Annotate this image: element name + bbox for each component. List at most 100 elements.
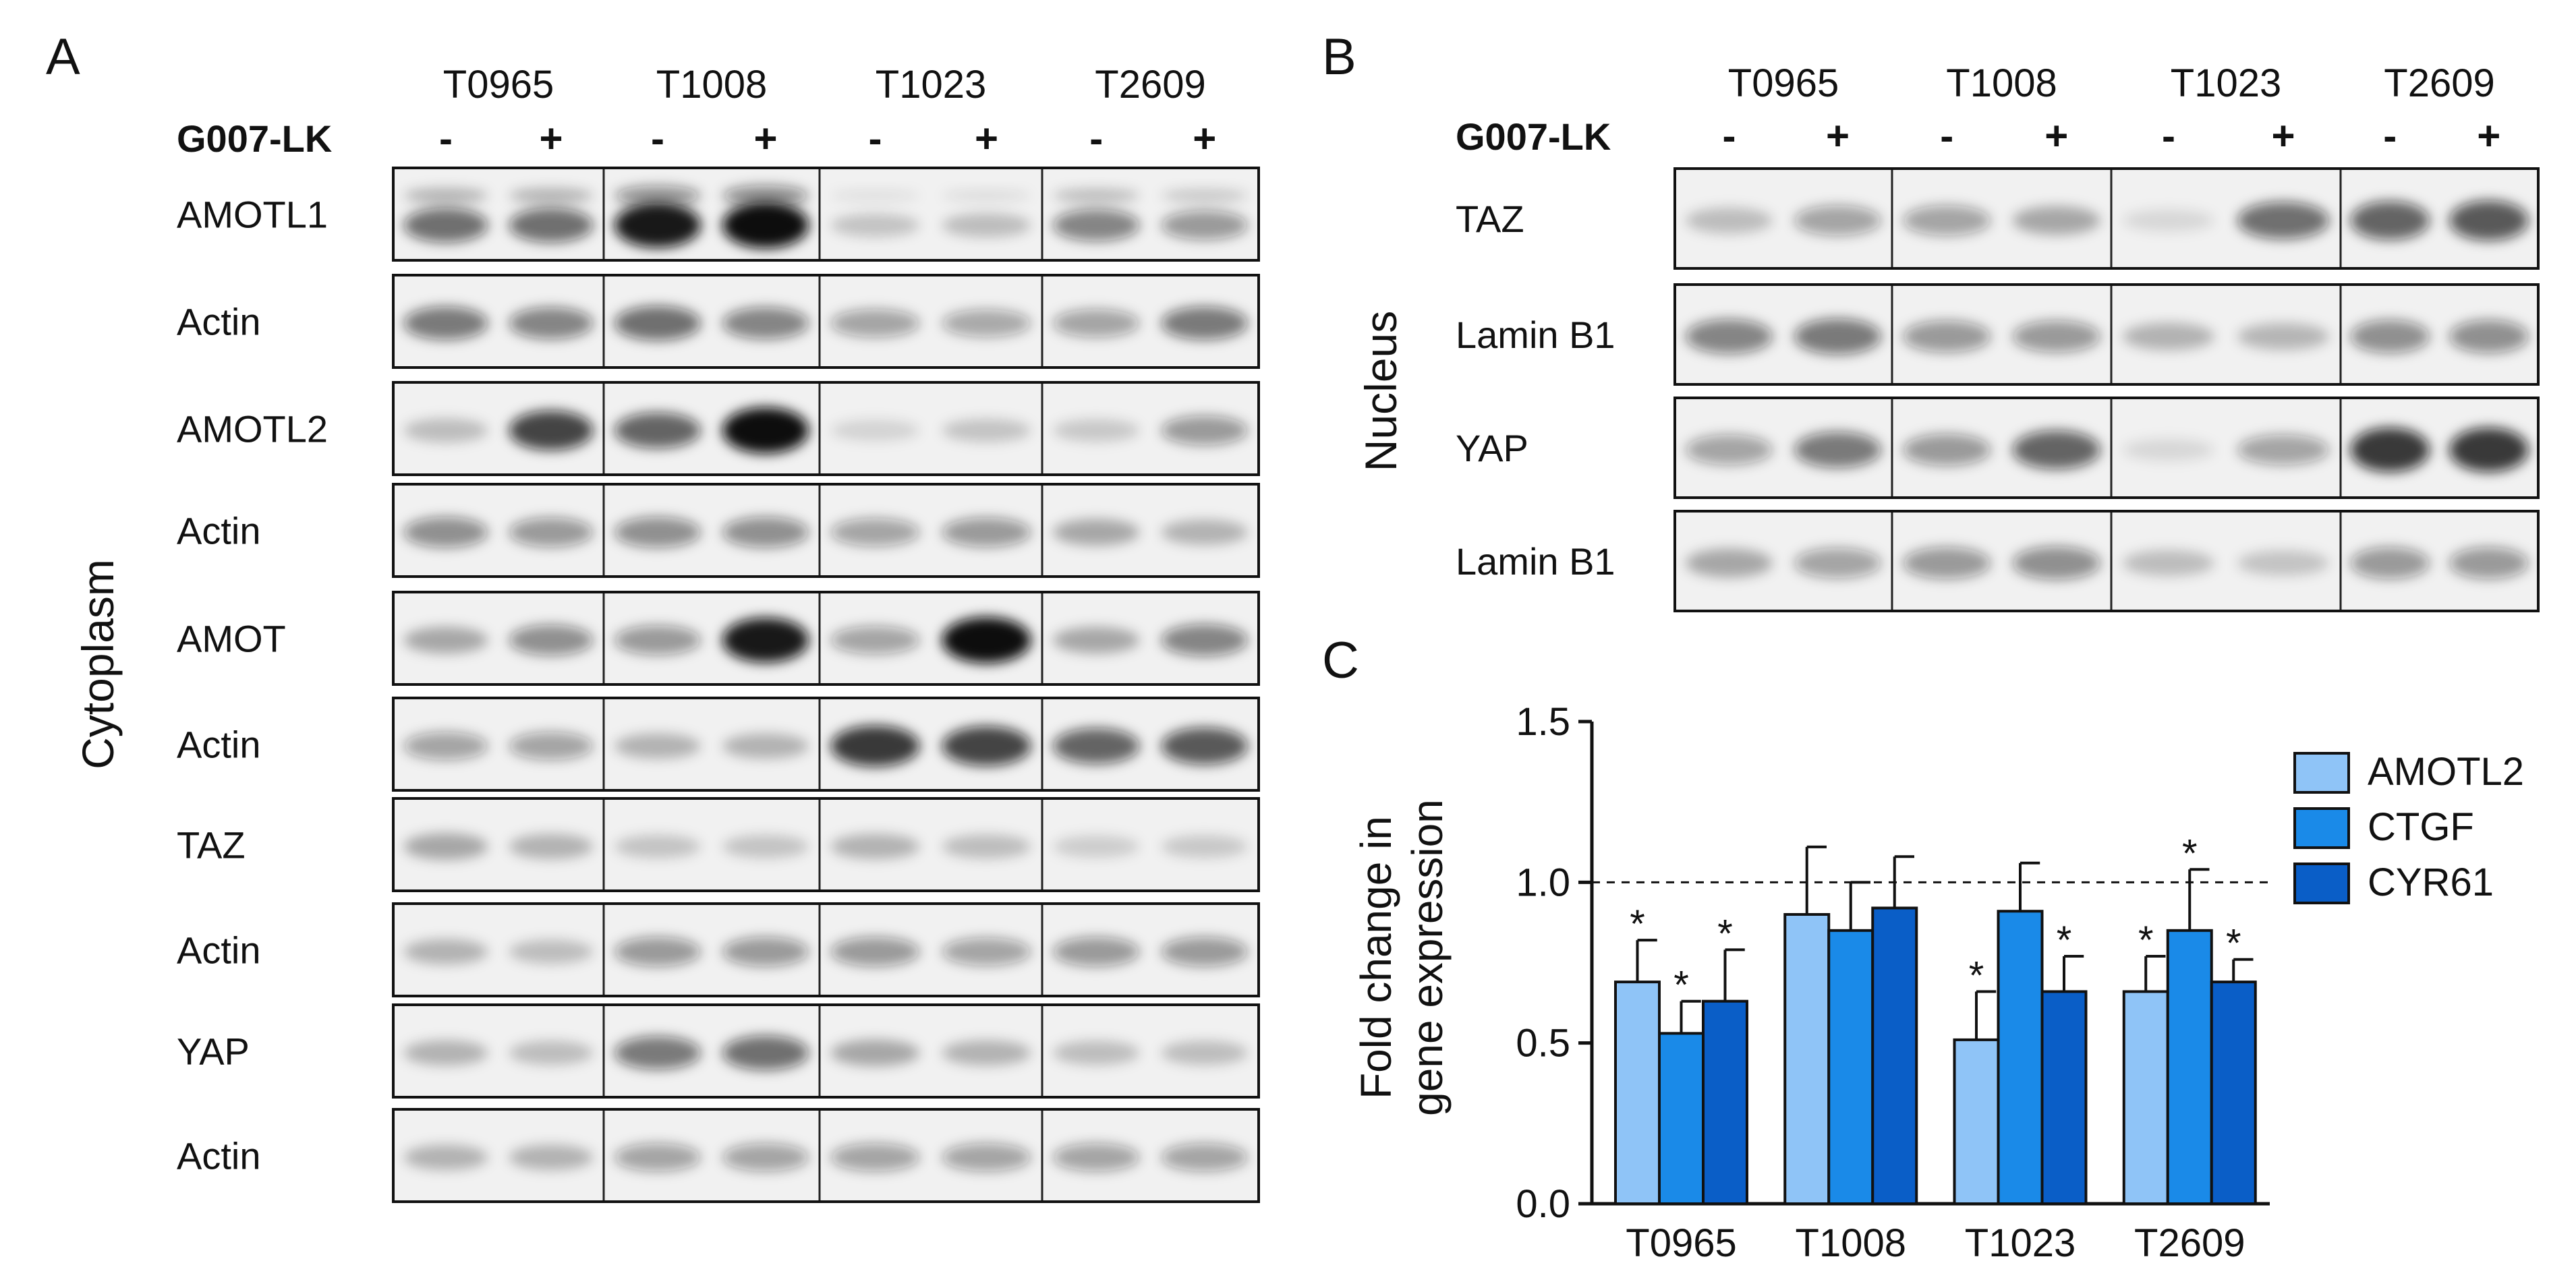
blot-band bbox=[509, 410, 594, 450]
blot-band bbox=[1686, 319, 1773, 354]
blot-band bbox=[509, 1144, 594, 1171]
blot-band bbox=[830, 213, 920, 237]
blot-band bbox=[1053, 209, 1140, 241]
blot-band bbox=[1053, 937, 1140, 967]
lane-control-marker: - bbox=[1089, 116, 1103, 161]
blot-band bbox=[722, 1143, 809, 1172]
blot-band bbox=[614, 937, 701, 967]
legend-label-cyr61: CYR61 bbox=[2368, 860, 2494, 904]
panel-a-sample-labels: T0965 T1008 T1023 T2609 bbox=[443, 63, 1206, 107]
blot-band bbox=[509, 732, 594, 761]
blot-band bbox=[1794, 432, 1881, 468]
blot-label: AMOTL1 bbox=[177, 194, 328, 236]
blot-band bbox=[2350, 547, 2430, 579]
bar-amotl2-t1023 bbox=[1953, 1038, 2000, 1206]
blot-band bbox=[2449, 547, 2529, 579]
blot-band bbox=[722, 937, 809, 967]
blot-label: Actin bbox=[177, 301, 261, 343]
blot-frame bbox=[1673, 397, 2540, 499]
blot-band bbox=[1903, 205, 1991, 236]
panel-a-blots: AMOTL1 Actin AMOTL2 Actin AMOT Actin TAZ Actin Y… bbox=[177, 167, 1260, 1203]
blot-band bbox=[722, 517, 809, 548]
lane-treated-marker: + bbox=[753, 116, 777, 161]
y-tick-label: 0.5 bbox=[1516, 1022, 1570, 1065]
blot-band bbox=[614, 202, 701, 248]
significance-star: * bbox=[1969, 954, 1984, 997]
blot-band bbox=[830, 190, 920, 201]
blot-band bbox=[403, 418, 488, 443]
blot-band bbox=[1161, 519, 1248, 546]
sample-label-T1023: T1023 bbox=[2171, 61, 2281, 105]
blot-band bbox=[1053, 1041, 1140, 1065]
blot-band bbox=[2237, 434, 2329, 465]
sample-label-T1008: T1008 bbox=[656, 63, 767, 107]
blot-band bbox=[1161, 937, 1248, 967]
significance-star: * bbox=[2138, 918, 2154, 962]
blot-row-yap: YAP bbox=[1456, 397, 2540, 499]
x-tick-label-T0965: T0965 bbox=[1626, 1221, 1736, 1265]
blot-frame bbox=[392, 167, 1260, 262]
y-axis-title-line-2: gene expression bbox=[1403, 799, 1452, 1116]
blot-band bbox=[2350, 320, 2430, 353]
blot-row-actin: Actin bbox=[177, 274, 1260, 369]
x-tick-label-T1008: T1008 bbox=[1796, 1221, 1906, 1265]
blot-label: YAP bbox=[177, 1030, 250, 1073]
blot-label: AMOT bbox=[177, 618, 286, 660]
blot-band bbox=[509, 834, 594, 860]
bar-ctgf-t1008 bbox=[1827, 929, 1874, 1206]
blot-band bbox=[403, 1144, 488, 1171]
blot-band bbox=[722, 617, 809, 663]
lane-control-marker: - bbox=[2162, 113, 2175, 158]
legend-swatch-amotl2 bbox=[2293, 752, 2350, 794]
blot-band bbox=[830, 725, 920, 767]
blot-band bbox=[722, 185, 809, 206]
blot-band bbox=[1161, 1143, 1248, 1172]
lane-control-marker: - bbox=[869, 116, 882, 161]
blot-band bbox=[2012, 206, 2100, 235]
blot-band bbox=[1903, 547, 1991, 579]
blot-band bbox=[403, 517, 488, 548]
significance-star: * bbox=[2182, 831, 2198, 875]
blot-band bbox=[2350, 428, 2430, 472]
bar-ctgf-t1023 bbox=[1997, 910, 2044, 1205]
blot-band bbox=[2012, 430, 2100, 469]
blot-label: AMOTL2 bbox=[177, 408, 328, 450]
lane-control-marker: - bbox=[1940, 113, 1953, 158]
lane-treated-marker: + bbox=[975, 116, 998, 161]
blot-band bbox=[1161, 210, 1248, 240]
blot-label: TAZ bbox=[1456, 198, 1524, 240]
blot-band bbox=[1053, 188, 1140, 203]
y-tick-label: 1.0 bbox=[1516, 860, 1570, 904]
y-tick-label: 1.5 bbox=[1516, 700, 1570, 744]
bar-cyr61-t1023 bbox=[2040, 990, 2088, 1206]
blot-band bbox=[1794, 318, 1881, 355]
panel-b-letter: B bbox=[1322, 28, 1356, 86]
blot-band bbox=[403, 306, 488, 340]
blot-label: YAP bbox=[1456, 427, 1528, 469]
bar-chart: 0.0 0.5 1.0 1.5 * * * T0965 T1008 * * T1023 * * * T2609 bbox=[1516, 700, 2270, 1265]
blot-band bbox=[942, 616, 1031, 664]
blot-row-amot: AMOT bbox=[177, 591, 1260, 686]
blot-row-actin: Actin bbox=[177, 1108, 1260, 1203]
blot-band bbox=[942, 190, 1031, 202]
blot-row-taz: TAZ bbox=[177, 797, 1260, 892]
blot-band bbox=[2449, 428, 2529, 472]
blot-band bbox=[1794, 548, 1881, 579]
legend-label-amotl2: AMOTL2 bbox=[2368, 750, 2524, 794]
blot-band bbox=[2237, 550, 2329, 576]
blot-band bbox=[2012, 320, 2100, 353]
y-tick-label: 0.0 bbox=[1516, 1182, 1570, 1226]
blot-band bbox=[830, 834, 920, 860]
blot-band bbox=[403, 833, 488, 860]
lane-control-marker: - bbox=[1723, 113, 1736, 158]
legend-swatch-ctgf bbox=[2293, 807, 2350, 849]
blot-band bbox=[1161, 415, 1248, 446]
blot-row-actin: Actin bbox=[177, 697, 1260, 792]
lane-control-marker: - bbox=[439, 116, 453, 161]
blot-row-lamin-b1: Lamin B1 bbox=[1456, 510, 2540, 612]
bar-cyr61-t1008 bbox=[1871, 906, 1918, 1205]
blot-band bbox=[1794, 205, 1881, 236]
sample-label-T0965: T0965 bbox=[443, 63, 554, 107]
blot-band bbox=[1053, 728, 1140, 764]
panel-c-letter: C bbox=[1322, 632, 1359, 689]
